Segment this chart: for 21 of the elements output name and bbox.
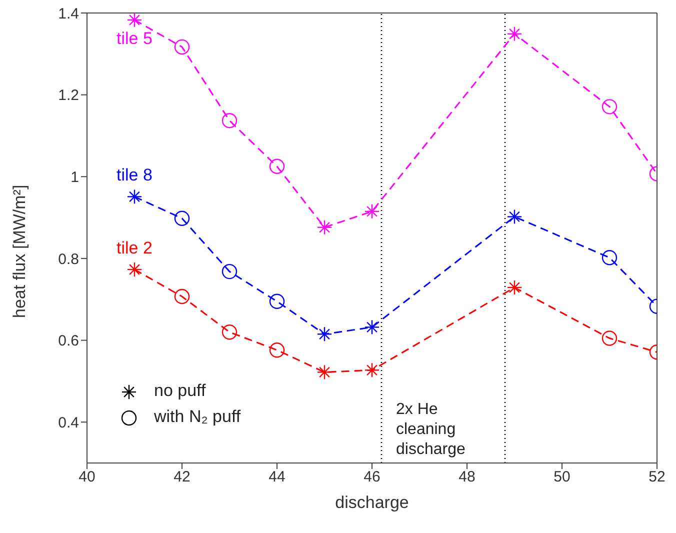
y-tick-label: 0.8	[58, 250, 79, 268]
annotation: no puff	[154, 381, 206, 400]
y-tick-label: 1.4	[58, 5, 79, 22]
x-tick-label: 44	[268, 468, 286, 486]
y-axis-title: heat flux [MW/m²]	[10, 184, 30, 318]
y-tick-label: 0.4	[58, 414, 79, 432]
x-tick-label: 48	[458, 468, 476, 486]
series-label: tile 8	[116, 166, 152, 185]
x-tick-label: 50	[554, 468, 570, 486]
x-tick-label: 42	[174, 468, 190, 486]
series-label: tile 2	[116, 238, 152, 258]
annotation: 2x He cleaning discharge	[396, 400, 466, 460]
y-tick-label: 0.6	[58, 332, 79, 350]
x-tick-label: 40	[78, 468, 96, 486]
x-axis-title: discharge	[335, 493, 409, 512]
x-tick-label: 52	[648, 468, 666, 486]
y-tick-label: 1	[70, 168, 79, 186]
x-tick-label: 46	[364, 468, 380, 486]
annotation: with N₂ puff	[154, 407, 241, 426]
series-label: tile 5	[116, 29, 152, 48]
y-tick-label: 1.2	[58, 87, 79, 104]
